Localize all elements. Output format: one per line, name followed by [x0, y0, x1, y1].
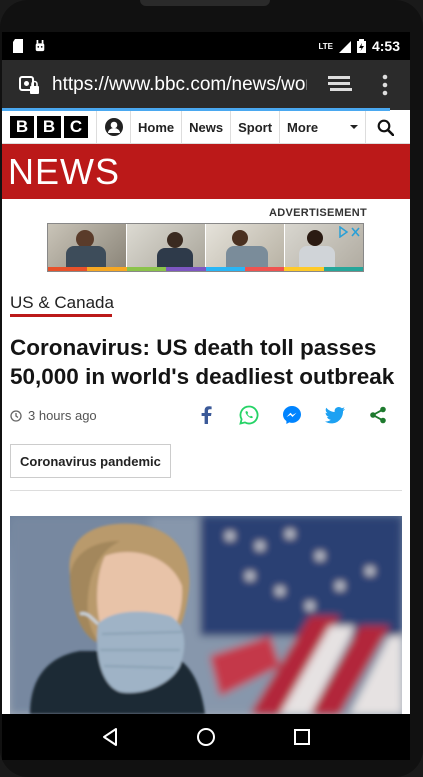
android-debug-icon [35, 40, 45, 52]
article-headline: Coronavirus: US death toll passes 50,000… [10, 335, 395, 389]
article-timestamp: 3 hours ago [28, 408, 97, 423]
ad-image [206, 224, 285, 271]
topic-tag[interactable]: Coronavirus pandemic [10, 444, 171, 478]
caret-down-icon [350, 125, 359, 129]
share-facebook-button[interactable] [196, 405, 216, 425]
nav-news[interactable]: News [182, 111, 232, 143]
status-bar: LTE 4:53 [2, 32, 410, 60]
share-icon [370, 406, 386, 424]
share-whatsapp-button[interactable] [239, 405, 259, 425]
network-type: LTE [318, 41, 333, 51]
page-load-progress [2, 108, 390, 111]
advertisement-label: ADVERTISEMENT [269, 207, 368, 219]
share-tools [196, 405, 388, 425]
tabs-icon[interactable] [328, 76, 352, 94]
bbc-logo[interactable]: B B C [2, 111, 97, 143]
article-hero-image [10, 516, 402, 714]
news-section-banner[interactable]: NEWS [2, 144, 410, 199]
logo-letter: C [64, 116, 88, 138]
ad-color-strip [48, 267, 363, 271]
logo-letter: B [10, 116, 34, 138]
whatsapp-icon [239, 405, 259, 425]
signal-icon [338, 41, 351, 53]
back-icon[interactable] [101, 727, 119, 747]
account-icon [104, 118, 123, 136]
nav-home[interactable]: Home [131, 111, 183, 143]
ad-choices-icon[interactable] [339, 226, 361, 238]
article-category-link[interactable]: US & Canada [10, 293, 114, 312]
site-info-icon[interactable] [18, 74, 40, 96]
nav-more-button[interactable]: More [280, 111, 367, 143]
bbc-navigation: B B C Home News Sport More [2, 111, 410, 144]
browser-toolbar: https://www.bbc.com/news/wor [2, 60, 410, 110]
account-button[interactable] [97, 111, 131, 143]
woman-in-mask-photo [10, 516, 402, 714]
search-icon [377, 119, 394, 136]
logo-letter: B [37, 116, 61, 138]
messenger-icon [283, 406, 301, 424]
clock: 4:53 [371, 38, 400, 54]
phone-notch [140, 0, 270, 6]
android-navigation-bar [2, 714, 410, 760]
ad-image [285, 224, 363, 271]
ad-image [48, 224, 127, 271]
battery-charging-icon [356, 39, 366, 53]
share-messenger-button[interactable] [282, 405, 302, 425]
sd-card-icon [13, 39, 23, 53]
share-more-button[interactable] [368, 405, 388, 425]
search-button[interactable] [366, 111, 404, 143]
twitter-icon [325, 406, 345, 423]
share-twitter-button[interactable] [325, 405, 345, 425]
category-underline [10, 314, 112, 317]
url-text[interactable]: https://www.bbc.com/news/wor [52, 74, 307, 95]
recents-icon[interactable] [293, 728, 311, 746]
overflow-menu-icon[interactable] [382, 74, 388, 96]
nav-more-label: More [287, 119, 319, 135]
home-icon[interactable] [196, 727, 216, 747]
clock-icon [10, 409, 22, 422]
nav-sport[interactable]: Sport [231, 111, 281, 143]
article-meta: 3 hours ago [10, 408, 97, 423]
facebook-icon [201, 406, 212, 424]
section-divider [10, 490, 402, 491]
ad-image [127, 224, 206, 271]
advertisement-banner[interactable] [47, 223, 364, 272]
